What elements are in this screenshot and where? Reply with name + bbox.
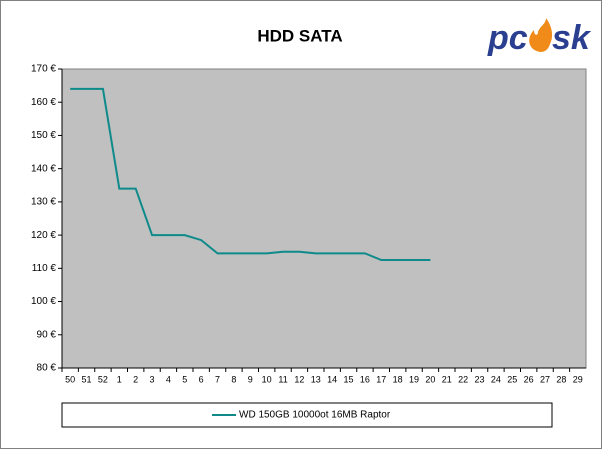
x-tick-label: 14 — [327, 374, 337, 384]
x-tick-label: 12 — [294, 374, 304, 384]
x-tick-label: 7 — [215, 374, 220, 384]
y-tick-label: 140 € — [31, 163, 56, 174]
x-tick-label: 11 — [278, 374, 287, 384]
x-tick-label: 18 — [393, 374, 403, 384]
x-tick-label: 51 — [82, 374, 92, 384]
series-line — [70, 87, 431, 262]
x-tick-label: 25 — [507, 374, 517, 384]
y-tick-label: 90 € — [37, 329, 57, 340]
legend-label: WD 150GB 10000ot 16MB Raptor — [239, 410, 391, 421]
y-tick-label: 100 € — [31, 296, 56, 307]
x-tick-label: 27 — [540, 374, 550, 384]
logo: pc sk — [487, 18, 592, 57]
x-tick-label: 10 — [262, 374, 272, 384]
x-tick-label: 16 — [360, 374, 370, 384]
logo-flame — [529, 18, 553, 52]
x-tick-label: 1 — [117, 374, 122, 384]
x-tick-label: 6 — [199, 374, 204, 384]
x-tick-label: 24 — [491, 374, 501, 384]
x-tick-label: 17 — [376, 374, 386, 384]
x-tick-label: 15 — [344, 374, 354, 384]
logo-left: pc — [487, 19, 528, 57]
x-tick-label: 23 — [475, 374, 485, 384]
y-tick-label: 110 € — [32, 263, 57, 274]
y-tick-label: 150 € — [31, 130, 56, 141]
x-tick-label: 5 — [182, 374, 187, 384]
legend-box — [61, 402, 553, 428]
x-tick-label: 8 — [231, 374, 236, 384]
x-tick-label: 26 — [524, 374, 534, 384]
x-tick-label: 19 — [409, 374, 419, 384]
y-tick-label: 120 € — [31, 230, 56, 241]
x-tick-label: 22 — [458, 374, 468, 384]
x-tick-label: 13 — [311, 374, 321, 384]
y-tick-label: 160 € — [31, 97, 56, 108]
x-tick-label: 21 — [442, 374, 452, 384]
x-tick-label: 2 — [133, 374, 138, 384]
x-tick-label: 3 — [150, 374, 155, 384]
x-tick-label: 52 — [98, 374, 108, 384]
y-tick-label: 170 € — [31, 64, 56, 75]
x-tick-label: 20 — [425, 374, 435, 384]
chart-title: HDD SATA — [257, 26, 342, 45]
y-tick-label: 130 € — [31, 197, 56, 208]
y-tick-label: 80 € — [37, 363, 57, 374]
x-tick-label: 9 — [248, 374, 253, 384]
x-tick-label: 28 — [556, 374, 566, 384]
plot-area — [61, 68, 587, 369]
logo-right: sk — [552, 19, 592, 57]
x-tick-label: 29 — [573, 374, 583, 384]
x-tick-label: 4 — [166, 374, 171, 384]
x-tick-label: 50 — [65, 374, 75, 384]
